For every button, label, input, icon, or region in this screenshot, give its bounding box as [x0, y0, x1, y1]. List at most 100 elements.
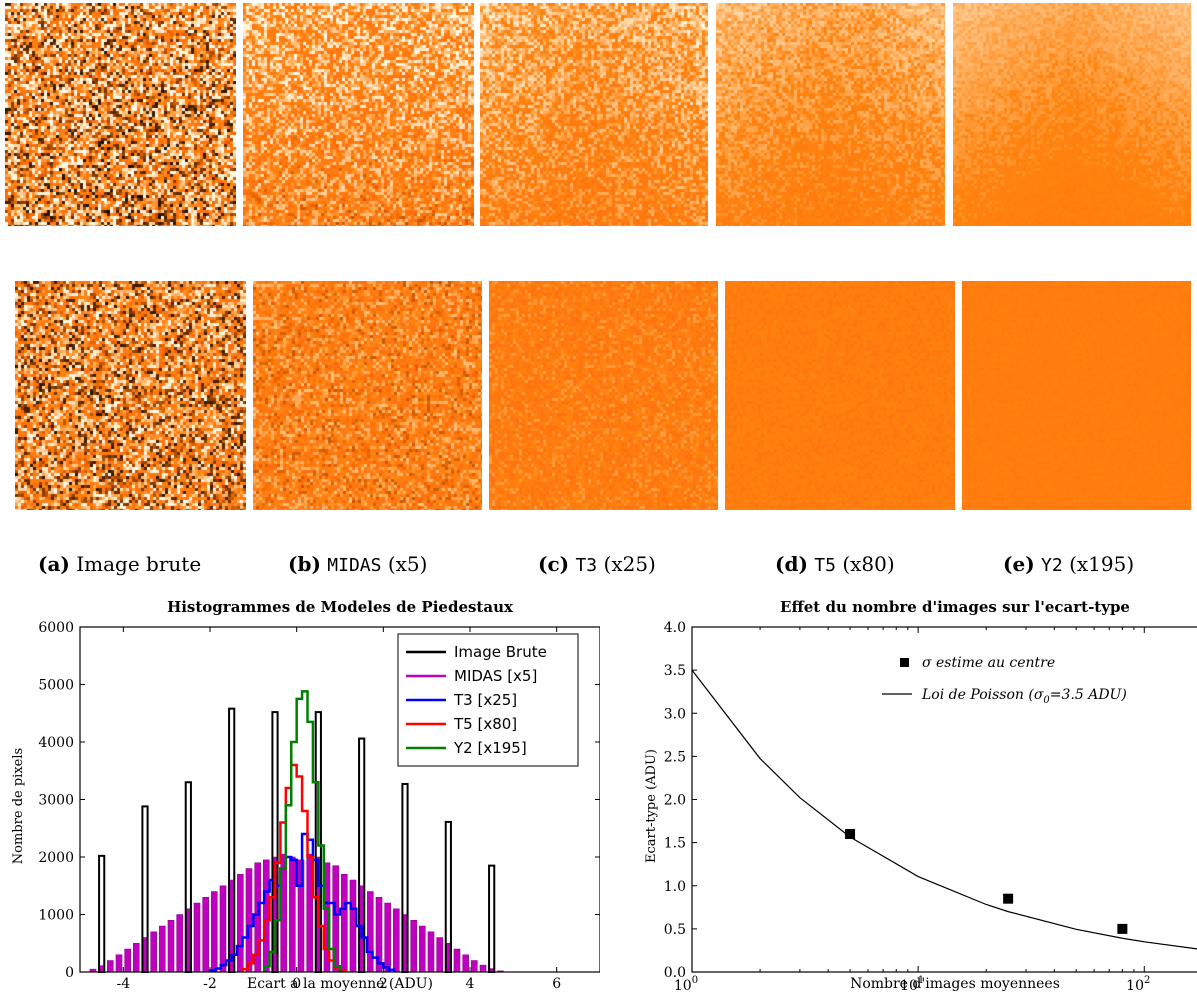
midas-bar [384, 902, 391, 973]
caption-e-factor: (x195) [1069, 552, 1135, 576]
histogram-ytick-label: 6000 [38, 620, 74, 636]
image-t3-bottom [489, 281, 718, 510]
caption-d-name: T5 [814, 555, 836, 576]
midas-bar [219, 885, 227, 973]
stddev-ytick-label: 3.0 [664, 706, 686, 722]
image-raw-bottom [15, 281, 246, 510]
image-midas-bottom [253, 281, 482, 510]
stddev-xtick-exponent: 1 [918, 975, 924, 986]
caption-c: (c) T3 (x25) [538, 552, 656, 576]
midas-bar [479, 964, 487, 973]
histogram-ylabel: Nombre de pixels [11, 748, 26, 864]
midas-bar [115, 954, 123, 973]
stddev-ytick-label: 3.5 [664, 663, 686, 679]
caption-e-name: Y2 [1041, 555, 1063, 576]
midas-bar [427, 931, 435, 973]
midas-bar [159, 925, 166, 973]
midas-bar [367, 891, 374, 973]
midas-bar [176, 914, 183, 973]
stddev-xlabel: Nombre d'images moyennees [850, 976, 1060, 992]
midas-bar [419, 925, 426, 973]
caption-c-name: T3 [575, 555, 598, 576]
image-t5-top [716, 3, 945, 226]
stddev-title: Effet du nombre d'images sur l'ecart-typ… [780, 598, 1130, 616]
y2-step-line [262, 690, 342, 972]
caption-c-label: (c) [538, 552, 570, 576]
poisson-curve [691, 669, 1197, 950]
histogram-ytick-label: 3000 [38, 793, 74, 809]
stddev-ytick-label: 4.0 [664, 620, 686, 636]
stddev-ytick-label: 1.0 [664, 879, 686, 895]
image-brute-bar [488, 864, 496, 973]
t3-step-line [208, 832, 396, 972]
legend-label-points: σ estime au centre [922, 655, 1055, 671]
midas-bar [211, 891, 218, 973]
histogram-xtick-label: 2 [379, 976, 388, 992]
caption-e: (e) Y2 (x195) [1003, 552, 1134, 576]
histogram-ytick-label: 0 [65, 965, 74, 981]
stddev-ytick-label: 2.0 [664, 793, 686, 809]
midas-bar [410, 920, 417, 973]
histogram-frame [79, 626, 600, 973]
histogram-ytick-label: 2000 [38, 850, 74, 866]
stddev-ytick-label: 2.5 [664, 749, 686, 765]
midas-bar [453, 948, 461, 973]
legend-label-y2: Y2 [x195] [453, 739, 527, 757]
legend-label-curve: Loi de Poisson (σ0=3.5 ADU) [921, 687, 1127, 706]
image-raw-top [5, 3, 236, 226]
image-t5-bottom [725, 281, 955, 510]
stddev-xtick-exponent: 0 [692, 975, 698, 986]
histogram-xlabel: Ecart a la moyenne (ADU) [247, 976, 433, 992]
caption-d-label: (d) [775, 552, 808, 576]
midas-bar [124, 948, 131, 973]
legend-curve-prefix: Loi de Poisson (σ [921, 687, 1044, 703]
legend-label-image-brute: Image Brute [454, 643, 547, 661]
caption-d-factor: (x80) [842, 552, 895, 576]
caption-a: (a) Image brute [38, 552, 201, 576]
caption-a-name: Image brute [76, 552, 202, 576]
histogram-ytick-label: 5000 [38, 678, 74, 694]
midas-bar [462, 954, 469, 973]
caption-b: (b) MIDAS (x5) [288, 552, 427, 576]
midas-bar [167, 920, 175, 973]
midas-bar [107, 960, 114, 973]
stddev-chart: Effet du nombre d'images sur l'ecart-typ… [644, 598, 1197, 993]
histogram-chart: Histogrammes de Modeles de Piedestaux No… [11, 598, 600, 992]
stddev-legend: σ estime au centre Loi de Poisson (σ0=3.… [882, 655, 1127, 706]
histogram-ytick-label: 4000 [38, 735, 74, 751]
image-t3-top [480, 3, 708, 226]
midas-bar [393, 908, 400, 973]
histogram-ytick-label: 1000 [38, 908, 74, 924]
midas-bar [193, 902, 201, 973]
sigma-point [1003, 893, 1014, 904]
midas-bar [150, 931, 157, 973]
histogram-xtick-label: 0 [292, 976, 301, 992]
legend-label-t5: T5 [x80] [453, 715, 517, 733]
caption-d: (d) T5 (x80) [775, 552, 895, 576]
histogram-title: Histogrammes de Modeles de Piedestaux [167, 598, 514, 616]
image-y2-top [953, 3, 1191, 226]
histogram-xtick-label: -2 [203, 976, 217, 992]
stddev-xtick-base: 10 [1126, 978, 1144, 993]
legend-label-midas: MIDAS [x5] [454, 667, 537, 685]
stddev-xtick-label: 102 [1126, 975, 1150, 993]
stddev-ytick-label: 1.5 [664, 836, 686, 852]
midas-bar [133, 943, 140, 973]
midas-bar [471, 960, 478, 973]
stddev-xtick-exponent: 2 [1144, 975, 1150, 986]
caption-c-factor: (x25) [603, 552, 656, 576]
image-y2-bottom [962, 281, 1191, 510]
midas-bar [245, 868, 253, 973]
image-brute-bar [98, 854, 106, 974]
midas-bar [436, 937, 443, 973]
caption-e-label: (e) [1003, 552, 1035, 576]
histogram-legend: Image Brute MIDAS [x5] T3 [x25] T5 [x80]… [397, 633, 579, 767]
caption-b-factor: (x5) [387, 552, 428, 576]
midas-bar [202, 897, 209, 973]
stddev-frame [691, 626, 1197, 973]
stddev-ytick-label: 0.0 [664, 965, 686, 981]
midas-bar [341, 874, 348, 973]
image-midas-top [243, 3, 474, 226]
caption-b-label: (b) [288, 552, 321, 576]
legend-curve-sub: 0 [1043, 695, 1050, 706]
